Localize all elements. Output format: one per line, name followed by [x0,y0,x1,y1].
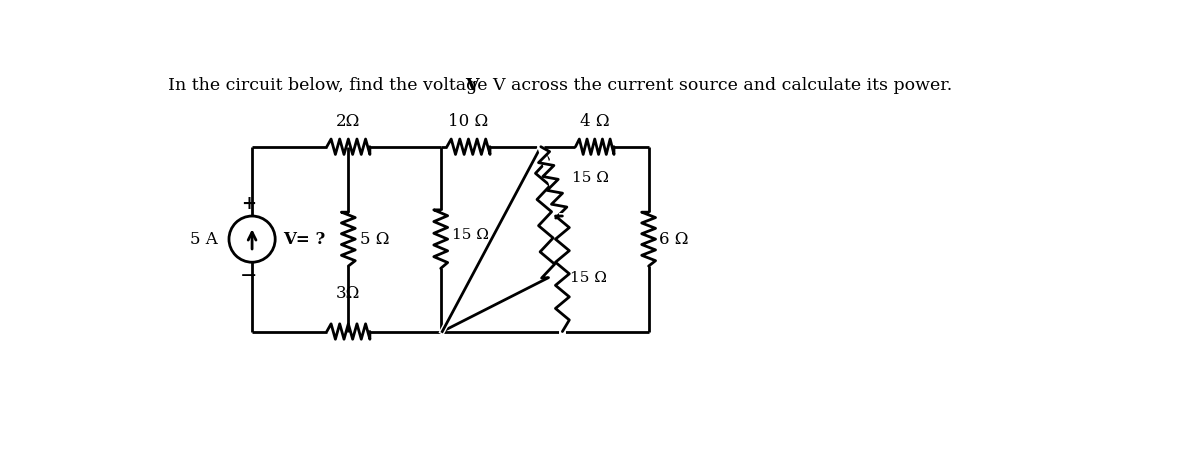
Text: 10 Ω: 10 Ω [448,113,489,130]
Text: −: − [240,267,257,286]
Text: V: V [465,77,479,94]
Text: 2Ω: 2Ω [336,113,360,130]
Text: 6 Ω: 6 Ω [659,231,688,248]
Text: 15 Ω: 15 Ω [572,170,609,185]
Text: 4 Ω: 4 Ω [581,113,609,130]
Text: In the circuit below, find the voltage V across the current source and calculate: In the circuit below, find the voltage V… [168,77,952,94]
Text: 15 Ω: 15 Ω [452,228,489,242]
Text: 3Ω: 3Ω [336,285,360,302]
Text: +: + [241,195,256,213]
Text: 15 Ω: 15 Ω [570,270,607,285]
Text: 5 Ω: 5 Ω [360,231,390,248]
Text: V= ?: V= ? [283,231,325,248]
Text: 5 A: 5 A [190,231,217,248]
